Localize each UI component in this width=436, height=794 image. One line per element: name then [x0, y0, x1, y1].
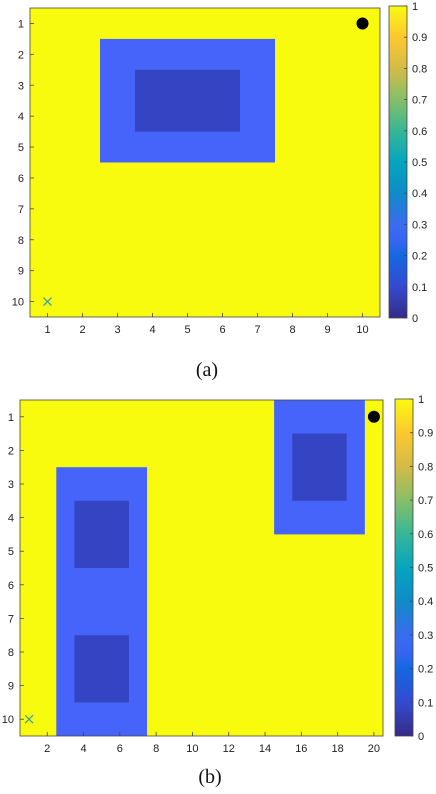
y-tick-label: 10 [2, 714, 14, 726]
x-tick-label: 10 [186, 743, 198, 755]
colorbar-tick-label: 0.3 [412, 219, 427, 231]
x-tick-label: 8 [153, 743, 159, 755]
x-tick-label: 2 [79, 324, 85, 336]
y-tick-label: 7 [8, 613, 14, 625]
x-tick-label: 9 [324, 324, 330, 336]
colorbar-tick-label: 0.9 [418, 428, 433, 440]
plot-frame [19, 399, 384, 737]
panel-label: (b) [198, 766, 221, 788]
y-tick-label: 10 [12, 297, 24, 309]
colorbar-tick-label: 0.9 [412, 32, 427, 44]
y-tick-label: 1 [8, 412, 14, 424]
x-tick-label: 2 [44, 743, 50, 755]
x-tick-label: 6 [117, 743, 123, 755]
start-x-stroke [43, 297, 52, 306]
x-tick-label: 7 [254, 324, 260, 336]
plot-frame [29, 7, 381, 318]
x-tick-label: 18 [332, 743, 344, 755]
colorbar-tick-label: 1 [412, 1, 418, 13]
y-tick-label: 8 [18, 235, 24, 247]
y-tick-label: 5 [8, 546, 14, 558]
start-x-stroke [24, 714, 34, 724]
y-tick-label: 2 [8, 445, 14, 457]
colorbar-tick-label: 0.2 [412, 251, 427, 263]
x-tick-label: 12 [223, 743, 235, 755]
y-tick-label: 6 [18, 173, 24, 185]
colorbar-tick-label: 0.4 [418, 596, 433, 608]
y-tick-label: 7 [18, 204, 24, 216]
colorbar-tick-label: 0.6 [412, 126, 427, 138]
heatmap-panel-b: 2 4 6 8 10 12 14 16 18 201234567891000.10.20.30.4… [2, 394, 434, 788]
heatmap-region-5 [292, 433, 347, 501]
heatmap-region-2 [135, 69, 240, 132]
y-tick-label: 8 [8, 647, 14, 659]
x-tick-label: 8 [289, 324, 295, 336]
x-tick-label: 4 [80, 743, 86, 755]
x-tick-label: 4 [149, 324, 155, 336]
panel-label: (a) [196, 359, 218, 381]
y-tick-label: 3 [18, 80, 24, 92]
colorbar-tick-label: 0.4 [412, 188, 427, 200]
x-tick-label: 14 [259, 743, 271, 755]
y-tick-label: 4 [18, 111, 24, 123]
y-tick-label: 9 [18, 266, 24, 278]
x-tick-label: 16 [295, 743, 307, 755]
y-tick-label: 2 [18, 49, 24, 61]
goal-dot-marker [356, 17, 369, 30]
colorbar-tick-label: 0.2 [418, 664, 433, 676]
colorbar-tick-label: 1 [418, 394, 424, 406]
colorbar-tick-label: 0.6 [418, 529, 433, 541]
x-tick-label: 20 [368, 743, 380, 755]
colorbar-tick-label: 0 [412, 313, 418, 325]
y-tick-label: 5 [18, 142, 24, 154]
x-tick-label: 10 [356, 324, 368, 336]
colorbar-tick-label: 0 [418, 731, 424, 743]
x-tick-label: 5 [184, 324, 190, 336]
colorbar-tick-label: 0.5 [412, 157, 427, 169]
colorbar-tick-label: 0.8 [412, 63, 427, 75]
goal-dot-marker [367, 410, 380, 423]
colorbar-tick-label: 0.1 [418, 697, 433, 709]
y-tick-label: 4 [8, 513, 14, 525]
y-tick-label: 3 [8, 479, 14, 491]
colorbar-tick-label: 0.1 [412, 282, 427, 294]
y-tick-label: 1 [18, 18, 24, 30]
colorbar-tick-label: 0.5 [418, 563, 433, 575]
heatmap-panel-a: 1 2 3 4 5 6 7 8 9 10 1 2 3 4 5 6 7 8 9 10 0 0.1 0.2 0.3 0.4 0.5 0.… [12, 1, 428, 381]
colorbar-tick-label: 0.7 [412, 95, 427, 107]
y-tick-label: 6 [8, 580, 14, 592]
start-x-marker [24, 714, 34, 724]
x-tick-label: 6 [219, 324, 225, 336]
colorbar-tick-label: 0.8 [418, 461, 433, 473]
heatmap-region-2 [74, 500, 129, 568]
x-tick-label: 1 [44, 324, 50, 336]
y-tick-label: 9 [8, 681, 14, 693]
start-x-marker [43, 297, 52, 306]
colorbar-tick-label: 0.3 [418, 630, 433, 642]
heatmap-region-3 [74, 635, 129, 703]
x-tick-label: 3 [114, 324, 120, 336]
colorbar-tick-label: 0.7 [418, 495, 433, 507]
